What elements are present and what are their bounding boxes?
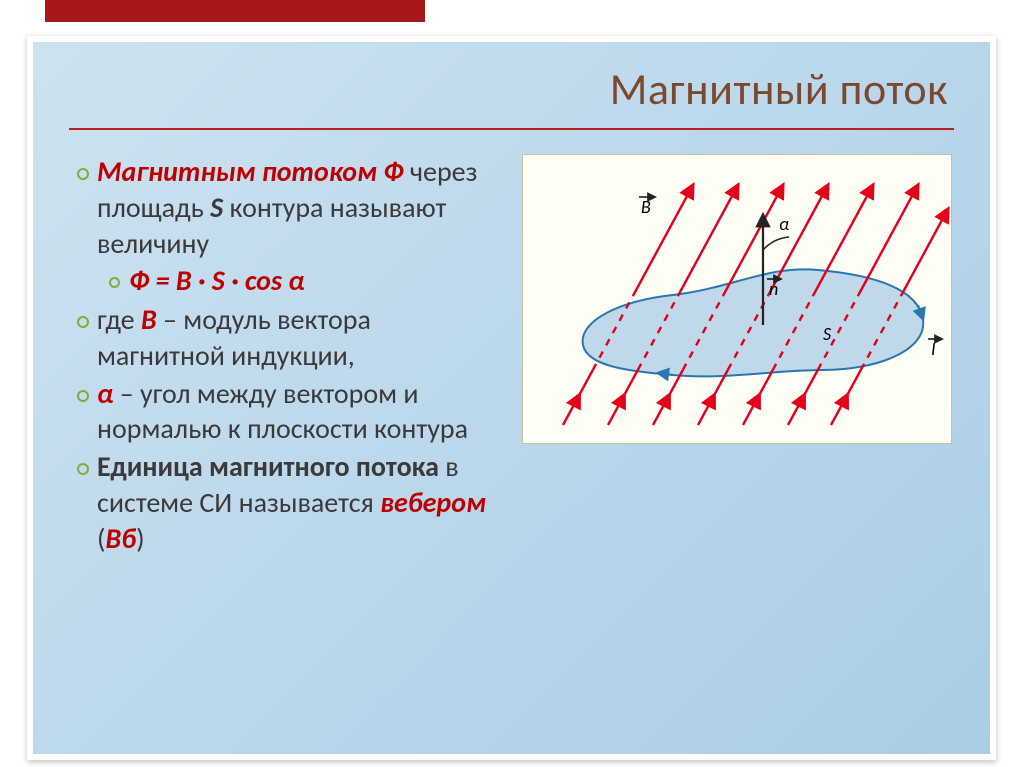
header-accent-bar — [45, 0, 425, 22]
svg-text:α: α — [779, 213, 789, 235]
formula-text: Ф = B · S · cos α — [129, 263, 305, 298]
title-underline — [69, 128, 954, 130]
text-where: где — [97, 302, 141, 337]
term-magnetic-flux: Магнитным потоком — [97, 154, 383, 189]
unit-abbr: Вб — [106, 521, 137, 556]
svg-text:n: n — [769, 278, 778, 300]
slide-title: Магнитный поток — [69, 62, 948, 116]
symbol-S: S — [210, 190, 223, 225]
bullet-B-explain: где B – модуль вектора магнитной индукци… — [69, 302, 499, 374]
symbol-alpha: α — [97, 376, 113, 411]
content-row: Магнитным потоком Ф через площадь S конт… — [69, 154, 954, 559]
figure-column: Bα n S I — [519, 154, 954, 559]
symbol-B: B — [141, 302, 157, 337]
bullet-unit: Единица магнитного потока в системе СИ н… — [69, 449, 499, 556]
text-alpha-desc: – угол между вектором и нормалью к плоск… — [97, 376, 468, 447]
symbol-phi: Ф — [383, 154, 403, 189]
paren-close: ) — [136, 521, 145, 556]
unit-weber: вебером — [380, 485, 486, 520]
svg-text:S: S — [823, 323, 832, 345]
bullet-alpha-explain: α – угол между вектором и нормалью к пло… — [69, 376, 499, 448]
slide-container: Магнитный поток Магнитным потоком Ф чере… — [27, 36, 996, 760]
bullet-definition: Магнитным потоком Ф через площадь S конт… — [69, 154, 499, 261]
figure-box: Bα n S I — [522, 154, 952, 444]
paren-open: ( — [97, 521, 106, 556]
flux-diagram: Bα n S I — [523, 155, 953, 445]
svg-text:I: I — [931, 338, 936, 360]
bullet-formula: Ф = B · S · cos α — [69, 263, 499, 299]
svg-text:B: B — [641, 196, 651, 218]
text-unit-lead: Единица магнитного потока — [97, 449, 439, 484]
text-column: Магнитным потоком Ф через площадь S конт… — [69, 154, 499, 559]
